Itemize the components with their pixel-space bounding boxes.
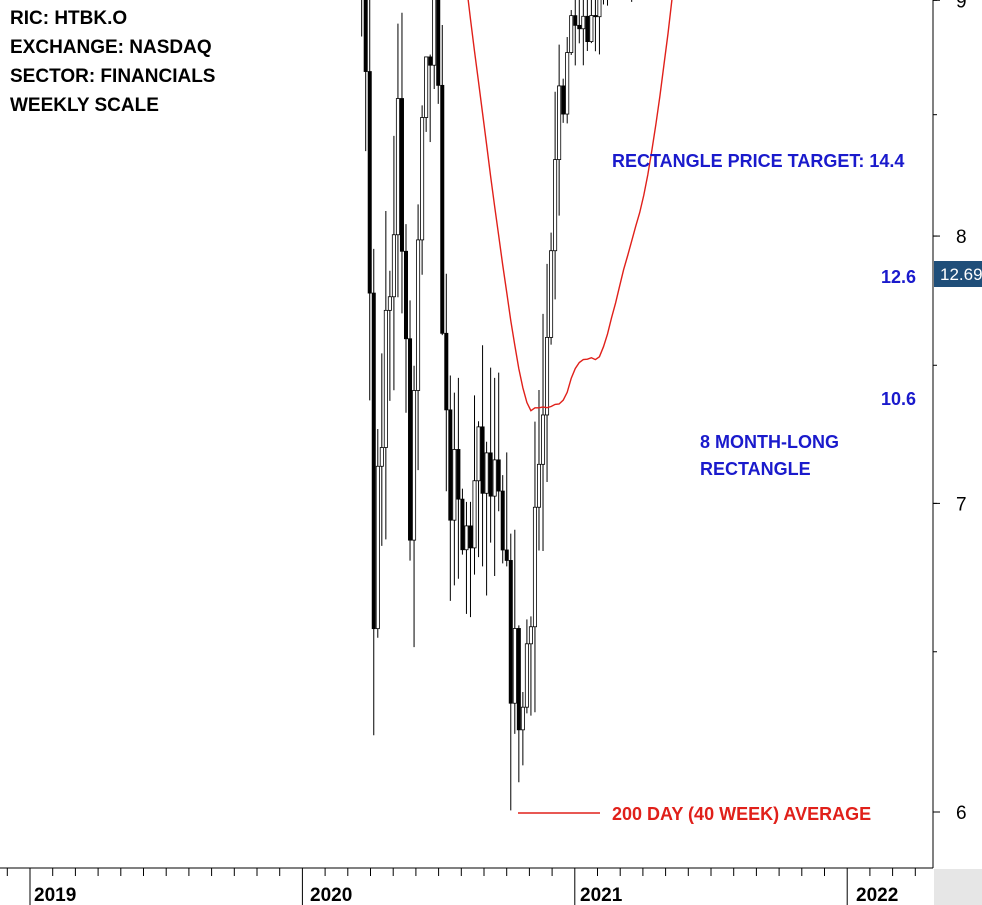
candle-body: [444, 332, 449, 411]
scale-label: WEEKLY SCALE: [10, 95, 159, 116]
candle-body: [472, 480, 477, 549]
candle-body: [557, 85, 562, 160]
y-tick-label: 8: [956, 227, 967, 248]
candle-body: [512, 628, 517, 704]
target-label: RECTANGLE PRICE TARGET: 14.4: [612, 151, 904, 171]
candle-body: [436, 0, 441, 86]
candle-body: [383, 309, 388, 448]
x-tick-label: 2019: [34, 885, 76, 905]
candle-body: [532, 506, 537, 628]
candle-body: [496, 459, 501, 492]
moving-average-line: [467, 0, 673, 412]
candle-body: [408, 338, 413, 541]
candle-body: [460, 498, 465, 551]
candle-body: [468, 525, 473, 549]
candle-body: [432, 0, 437, 66]
candle-body: [565, 52, 570, 115]
candle-body: [379, 447, 384, 467]
candle-body: [520, 706, 525, 731]
candle-body: [452, 449, 457, 521]
sector-label: SECTOR: FINANCIALS: [10, 66, 216, 87]
y-tick-label: 9: [956, 0, 967, 12]
candle-body: [528, 626, 533, 645]
candle-body: [545, 336, 550, 416]
candle-body: [363, 0, 368, 72]
candle-body: [424, 56, 429, 118]
candle-body: [541, 414, 546, 465]
candle-body: [412, 390, 417, 541]
candle-body: [416, 239, 421, 391]
candle-body: [589, 15, 594, 43]
candle-body: [492, 459, 497, 497]
lower-level-label: 10.6: [881, 389, 916, 409]
candle-body: [375, 465, 380, 630]
y-tick-label: 6: [956, 803, 967, 824]
candle-body: [403, 250, 408, 340]
x-axis: 2019 2020 2021 2022: [6, 868, 916, 905]
candle-body: [464, 525, 469, 551]
candle-body: [573, 15, 578, 26]
candlestick-series: [361, 0, 633, 811]
candle-body: [585, 15, 590, 43]
candle-body: [553, 159, 558, 252]
last-price-value: 12.69: [940, 265, 982, 284]
candle-body: [399, 98, 404, 252]
candle-body: [387, 296, 392, 311]
candle-body: [367, 71, 372, 294]
candle-body: [508, 560, 513, 704]
candle-body: [395, 98, 400, 236]
candle-body: [577, 24, 582, 30]
candle-body: [569, 15, 574, 53]
x-tick-label: 2022: [856, 885, 898, 905]
candle-body: [561, 85, 566, 115]
upper-level-label: 12.6: [881, 267, 916, 287]
candle-body: [476, 426, 481, 482]
candle-body: [500, 490, 505, 551]
candle-body: [593, 15, 598, 18]
candle-body: [549, 250, 554, 338]
ric-label: RIC: HTBK.O: [10, 8, 128, 29]
candle-body: [480, 426, 485, 494]
exchange-label: EXCHANGE: NASDAQ: [10, 37, 212, 58]
candle-body: [456, 449, 461, 500]
candle-body: [524, 643, 529, 708]
candle-body: [504, 549, 509, 561]
candle-body: [516, 628, 521, 731]
candle-body: [484, 452, 489, 494]
x-tick-label: 2021: [580, 885, 623, 905]
candle-body: [536, 463, 541, 508]
y-tick-label: 7: [956, 494, 967, 515]
candle-body: [371, 292, 376, 630]
candle-body: [581, 15, 586, 30]
x-tick-label: 2020: [310, 885, 352, 905]
last-price-badge: [934, 261, 982, 287]
candle-body: [391, 234, 396, 298]
y-axis: 67891011121415161718: [933, 0, 967, 824]
candle-body: [440, 84, 445, 334]
axis-corner: [934, 869, 982, 905]
ma-legend-label: 200 DAY (40 WEEK) AVERAGE: [612, 804, 871, 824]
candle-body: [448, 409, 453, 521]
candle-body: [488, 452, 493, 497]
candle-body: [597, 0, 602, 18]
rectangle-label-line2: RECTANGLE: [700, 459, 811, 479]
candle-body: [420, 117, 425, 241]
candle-body: [428, 56, 433, 66]
rectangle-label-line1: 8 MONTH-LONG: [700, 432, 839, 452]
